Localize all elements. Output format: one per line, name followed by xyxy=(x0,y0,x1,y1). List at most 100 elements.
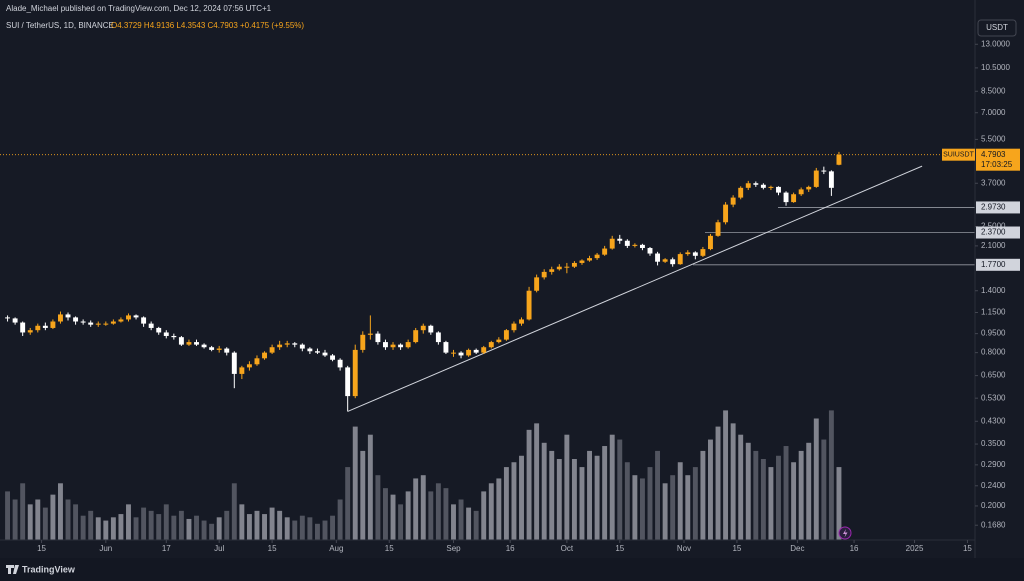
x-tick-label: 17 xyxy=(162,544,171,553)
volume-bar xyxy=(277,510,283,540)
volume-bar xyxy=(405,491,411,540)
volume-bar xyxy=(420,475,426,540)
candle-body xyxy=(337,359,343,368)
plot-layer xyxy=(0,151,975,412)
y-tick-label: 1.1500 xyxy=(981,308,1006,317)
last-price: 4.7903 xyxy=(981,150,1006,159)
volume-bar xyxy=(103,520,109,540)
candle-body xyxy=(224,348,230,353)
candle-body xyxy=(262,352,267,359)
volume-bar xyxy=(632,475,638,540)
candle-body xyxy=(670,259,676,265)
volume-bar xyxy=(292,520,298,540)
candle-body xyxy=(383,342,388,348)
volume-bar xyxy=(262,514,267,540)
volume-bar xyxy=(571,459,577,540)
candle-body xyxy=(488,342,494,348)
volume-bar xyxy=(549,450,555,540)
volume-bar xyxy=(836,467,842,540)
candle-body xyxy=(80,321,86,323)
logo-icon xyxy=(6,565,19,574)
volume-bar xyxy=(133,517,139,540)
candle-body xyxy=(624,240,630,246)
volume-bar xyxy=(488,483,494,540)
candle-body xyxy=(503,330,509,340)
volume-bar xyxy=(80,515,86,540)
volume-bar xyxy=(481,491,487,540)
candle-body xyxy=(35,325,41,331)
candle-body xyxy=(715,222,721,236)
candle-body xyxy=(20,322,26,333)
y-tick-label: 0.4300 xyxy=(981,416,1006,425)
candle-body xyxy=(345,367,351,397)
volume-bar xyxy=(299,515,305,540)
volume-bar xyxy=(88,510,94,540)
volume-bar xyxy=(511,462,517,540)
y-tick-label: 0.2000 xyxy=(981,501,1006,510)
x-tick-label: 15 xyxy=(37,544,46,553)
volume-bar xyxy=(209,523,215,540)
candle-body xyxy=(299,344,305,349)
footer-brand: TradingView xyxy=(22,564,76,574)
candle-body xyxy=(745,183,751,188)
candle-body xyxy=(398,344,404,348)
volume-bar xyxy=(171,515,177,540)
volume-bar xyxy=(655,450,661,540)
symbol-tag-box xyxy=(942,148,975,161)
y-tick-label: 0.6500 xyxy=(981,371,1006,380)
volume-bar xyxy=(806,442,812,540)
x-tick-label: Sep xyxy=(446,544,461,553)
volume-bar xyxy=(639,478,645,540)
x-tick-label: 15 xyxy=(615,544,624,553)
candle-body xyxy=(730,197,736,205)
volume-bar xyxy=(564,434,570,540)
level-label-box xyxy=(976,226,1020,239)
candle-body xyxy=(178,337,184,345)
candle-body xyxy=(231,352,237,374)
volume-bar xyxy=(609,434,615,540)
candle-body xyxy=(5,317,11,319)
candle-body xyxy=(110,321,116,324)
candle-body xyxy=(314,351,320,353)
candle-body xyxy=(738,187,744,198)
y-tick-label: 8.5000 xyxy=(981,86,1006,95)
candle-body xyxy=(239,367,245,374)
volume-bar xyxy=(534,423,540,540)
candle-body xyxy=(639,244,645,249)
candle-body xyxy=(768,186,774,188)
volume-bar xyxy=(662,483,668,540)
candle-body xyxy=(269,347,275,353)
volume-bar xyxy=(50,494,56,540)
candle-body xyxy=(405,342,411,348)
candle-body xyxy=(360,334,366,350)
candle-body xyxy=(375,333,381,343)
candle-body xyxy=(413,330,419,343)
candle-body xyxy=(126,315,131,320)
candle-body xyxy=(50,321,56,328)
candle-body xyxy=(564,266,570,268)
volume-bar xyxy=(700,450,706,540)
candle-body xyxy=(519,319,524,324)
candle-body xyxy=(73,317,79,322)
candle-body xyxy=(723,204,729,223)
volume-bar xyxy=(20,483,26,540)
volume-bar xyxy=(337,499,343,540)
candle-body xyxy=(254,358,260,365)
x-tick-label: 15 xyxy=(963,544,972,553)
candle-body xyxy=(156,327,162,333)
candle-body xyxy=(609,238,615,249)
last-price-box xyxy=(976,148,1020,171)
candle-body xyxy=(12,318,18,323)
y-tick-label: 10.5000 xyxy=(981,63,1010,72)
header: Alade_Michael published on TradingView.c… xyxy=(6,4,272,13)
candle-body xyxy=(556,266,562,270)
x-tick-label: 15 xyxy=(385,544,394,553)
volume-bar xyxy=(526,429,532,540)
x-tick-label: Nov xyxy=(677,544,691,553)
volume-bar xyxy=(821,439,827,540)
volume-bar xyxy=(587,450,592,540)
candle-body xyxy=(201,344,207,348)
volume-bar xyxy=(738,434,744,540)
candle-body xyxy=(27,330,33,333)
